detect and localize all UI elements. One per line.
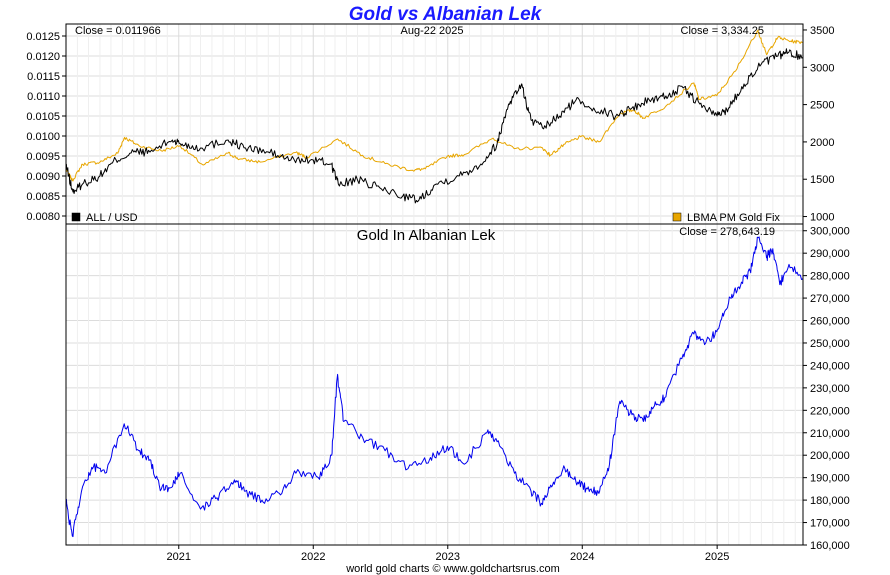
bottom-right-tick-label: 180,000 [810, 495, 850, 507]
bottom-right-tick-label: 290,000 [810, 248, 850, 260]
bottom-right-tick-label: 160,000 [810, 540, 850, 552]
bottom-panel-grid [65, 224, 803, 546]
all-usd-line-layer [65, 48, 804, 204]
x-tick-label: 2025 [705, 551, 729, 563]
top-left-axis: 0.0080 0.0085 0.0090 0.0095 0.0100 0.0105 0.01… [26, 31, 66, 223]
bottom-right-tick-label: 210,000 [810, 428, 850, 440]
x-tick-label: 2023 [436, 551, 460, 563]
x-axis: 2021 2022 2023 2024 2025 [167, 545, 729, 563]
bottom-right-tick-label: 220,000 [810, 405, 850, 417]
chart-title: Gold vs Albanian Lek [349, 4, 543, 25]
all-usd-series-line [65, 48, 804, 204]
bottom-right-tick-label: 260,000 [810, 316, 850, 328]
top-right-tick-label: 1500 [810, 174, 834, 186]
legend-label-gold: LBMA PM Gold Fix [687, 212, 780, 224]
bottom-right-tick-label: 200,000 [810, 450, 850, 462]
bottom-right-tick-label: 300,000 [810, 226, 850, 238]
legend-swatch-gold [672, 212, 682, 222]
gold-in-lek-line-layer [65, 236, 804, 538]
top-right-tick-label: 1000 [810, 212, 834, 224]
x-tick-label: 2024 [570, 551, 594, 563]
bottom-panel-frame [65, 223, 804, 546]
bottom-right-axis: 160,000 170,000 180,000 190,000 200,000 210,0… [803, 226, 850, 552]
top-right-tick-label: 3000 [810, 62, 834, 74]
top-left-tick-label: 0.0115 [27, 71, 60, 83]
bottom-right-tick-label: 270,000 [810, 293, 850, 305]
gold-in-lek-series-line [65, 236, 804, 538]
legend-label-all-usd: ALL / USD [86, 212, 138, 224]
footer-credit: world gold charts © www.goldchartsrus.co… [345, 563, 560, 575]
bottom-right-tick-label: 170,000 [810, 518, 850, 530]
gold-usd-series-line [65, 29, 804, 182]
top-left-tick-label: 0.0085 [26, 191, 60, 203]
bottom-right-tick-label: 230,000 [810, 383, 850, 395]
top-date-label: Aug-22 2025 [401, 25, 464, 37]
top-left-tick-label: 0.0110 [27, 91, 60, 103]
top-right-tick-label: 2500 [810, 100, 834, 112]
top-left-tick-label: 0.0080 [26, 211, 60, 223]
bottom-panel-title: Gold In Albanian Lek [357, 227, 496, 244]
bottom-right-tick-label: 190,000 [810, 473, 850, 485]
top-left-tick-label: 0.0090 [26, 171, 60, 183]
top-left-tick-label: 0.0105 [26, 111, 60, 123]
bottom-right-tick-label: 240,000 [810, 360, 850, 372]
gold-usd-line-layer [65, 29, 804, 182]
top-left-tick-label: 0.0120 [26, 51, 60, 63]
top-left-tick-label: 0.0125 [26, 31, 60, 43]
bottom-right-tick-label: 280,000 [810, 271, 850, 283]
top-panel-grid [65, 24, 803, 224]
top-left-tick-label: 0.0095 [26, 151, 60, 163]
top-left-tick-label: 0.0100 [26, 131, 60, 143]
x-tick-label: 2021 [167, 551, 191, 563]
bottom-right-tick-label: 250,000 [810, 338, 850, 350]
top-close-right: Close = 3,334.25 [681, 25, 764, 37]
bottom-close-right: Close = 278,643.19 [679, 226, 775, 238]
top-right-axis: 1000 1500 2000 2500 3000 3500 [803, 25, 834, 224]
top-close-left: Close = 0.011966 [75, 25, 161, 37]
top-right-tick-label: 3500 [810, 25, 834, 37]
top-right-tick-label: 2000 [810, 137, 834, 149]
x-tick-label: 2022 [301, 551, 325, 563]
legend-swatch-all-usd [71, 212, 81, 222]
